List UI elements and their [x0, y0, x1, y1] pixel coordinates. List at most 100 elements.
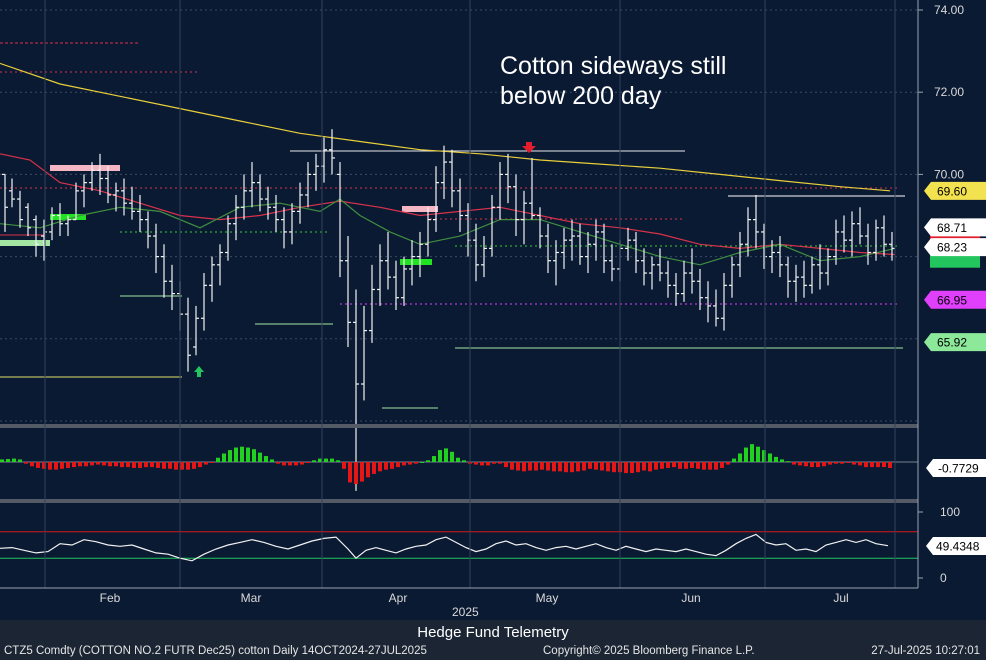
ohlc-bar [145, 211, 151, 249]
macd-bar [420, 462, 424, 463]
ohlc-bar [841, 215, 847, 253]
macd-bar [588, 462, 592, 469]
rsi-line [0, 533, 889, 562]
ohlc-bar [601, 223, 607, 274]
ohlc-bar [217, 244, 223, 286]
ohlc-bar [537, 207, 543, 249]
macd-bar [480, 462, 484, 466]
footer-title: Hedge Fund Telemetry [417, 624, 569, 641]
ohlc-bar [281, 207, 287, 249]
ohlc-bar [385, 231, 391, 290]
ohlc-bar [9, 178, 15, 208]
panel-divider [0, 424, 918, 428]
footer-copyright: Copyright© 2025 Bloomberg Finance L.P. [543, 645, 755, 657]
value-badge [924, 181, 986, 200]
macd-bar [114, 462, 118, 467]
ohlc-bar [393, 260, 399, 311]
ohlc-bar [369, 264, 375, 343]
macd-bar [450, 451, 454, 462]
macd-bar [72, 462, 76, 468]
signal-bar [402, 206, 438, 212]
macd-bar [852, 462, 856, 465]
macd-bar [396, 462, 400, 468]
ohlc-bar [25, 203, 31, 237]
macd-bar [792, 462, 796, 465]
ohlc-bar [657, 248, 663, 282]
ohlc-bar [265, 186, 271, 220]
macd-bar [300, 462, 304, 465]
macd-bar [684, 462, 688, 469]
macd-bar [384, 462, 388, 470]
ohlc-bar [817, 244, 823, 290]
macd-bar [738, 453, 742, 462]
macd-bar [186, 462, 190, 470]
macd-bar [492, 462, 496, 464]
ohlc-bar [249, 162, 255, 208]
ohlc-bar [785, 256, 791, 298]
footer-security-info: CTZ5 Comdty (COTTON NO.2 FUTR Dec25) cot… [4, 645, 427, 657]
macd-bar [432, 456, 436, 462]
macd-bar [486, 462, 490, 466]
macd-bar [318, 458, 322, 462]
signal-bar [400, 259, 432, 265]
ohlc-bar [857, 207, 863, 245]
macd-bar [192, 462, 196, 469]
ohlc-bar [793, 264, 799, 302]
macd-bar [354, 462, 358, 485]
macd-value-label: -0.7729 [938, 462, 979, 476]
macd-bar [312, 460, 316, 462]
ohlc-bar [329, 129, 335, 175]
macd-bar [558, 462, 562, 472]
ohlc-bar [137, 194, 143, 232]
macd-bar [534, 462, 538, 471]
macd-bar [654, 462, 658, 470]
ohlc-bar [697, 268, 703, 311]
macd-bar [180, 462, 184, 470]
macd-bar [348, 462, 352, 483]
ohlc-bar [289, 203, 295, 245]
macd-bar [546, 462, 550, 471]
ohlc-bar [737, 231, 743, 278]
ohlc-bar [193, 305, 199, 356]
macd-bar [678, 462, 682, 469]
macd-bar [756, 446, 760, 462]
value-badge [924, 218, 986, 237]
ohlc-bar [65, 215, 71, 237]
macd-bar [132, 462, 136, 468]
ohlc-bar [313, 153, 319, 191]
ohlc-bar [729, 256, 735, 298]
macd-bar [846, 462, 850, 463]
macd-bar [630, 462, 634, 474]
macd-bar [690, 462, 694, 468]
macd-value-badge [926, 459, 986, 477]
macd-bar [402, 462, 406, 466]
macd-bar [612, 462, 616, 473]
macd-bar [666, 462, 670, 468]
ohlc-bar [161, 244, 167, 298]
ohlc-bar [297, 182, 303, 224]
ohlc-bar [425, 207, 431, 257]
price-panel [0, 9, 918, 491]
macd-bar [426, 460, 430, 462]
axis-layer: Feb Mar Apr May Jun Jul 74.00 72.00 70.00 69.60 68… [0, 0, 986, 605]
macd-bar [816, 462, 820, 468]
macd-bar [780, 459, 784, 462]
macd-bar [240, 446, 244, 462]
ohlc-bar [561, 227, 567, 269]
macd-bar [306, 462, 310, 463]
value-badge [924, 238, 986, 257]
ma-200-line [0, 62, 891, 192]
ohlc-bar [361, 305, 367, 401]
ohlc-bar [33, 215, 39, 257]
ohlc-bar [745, 207, 751, 257]
macd-bar [600, 462, 604, 471]
x-tick-label: May [536, 591, 559, 605]
macd-bar [408, 462, 412, 465]
macd-bar [360, 462, 364, 482]
macd-bar [864, 462, 868, 468]
footer: Hedge Fund Telemetry CTZ5 Comdty (COTTON… [0, 620, 986, 660]
ohlc-bar [353, 289, 359, 491]
macd-bar [42, 462, 46, 469]
ohlc-bar [825, 248, 831, 286]
macd-bar [174, 462, 178, 470]
